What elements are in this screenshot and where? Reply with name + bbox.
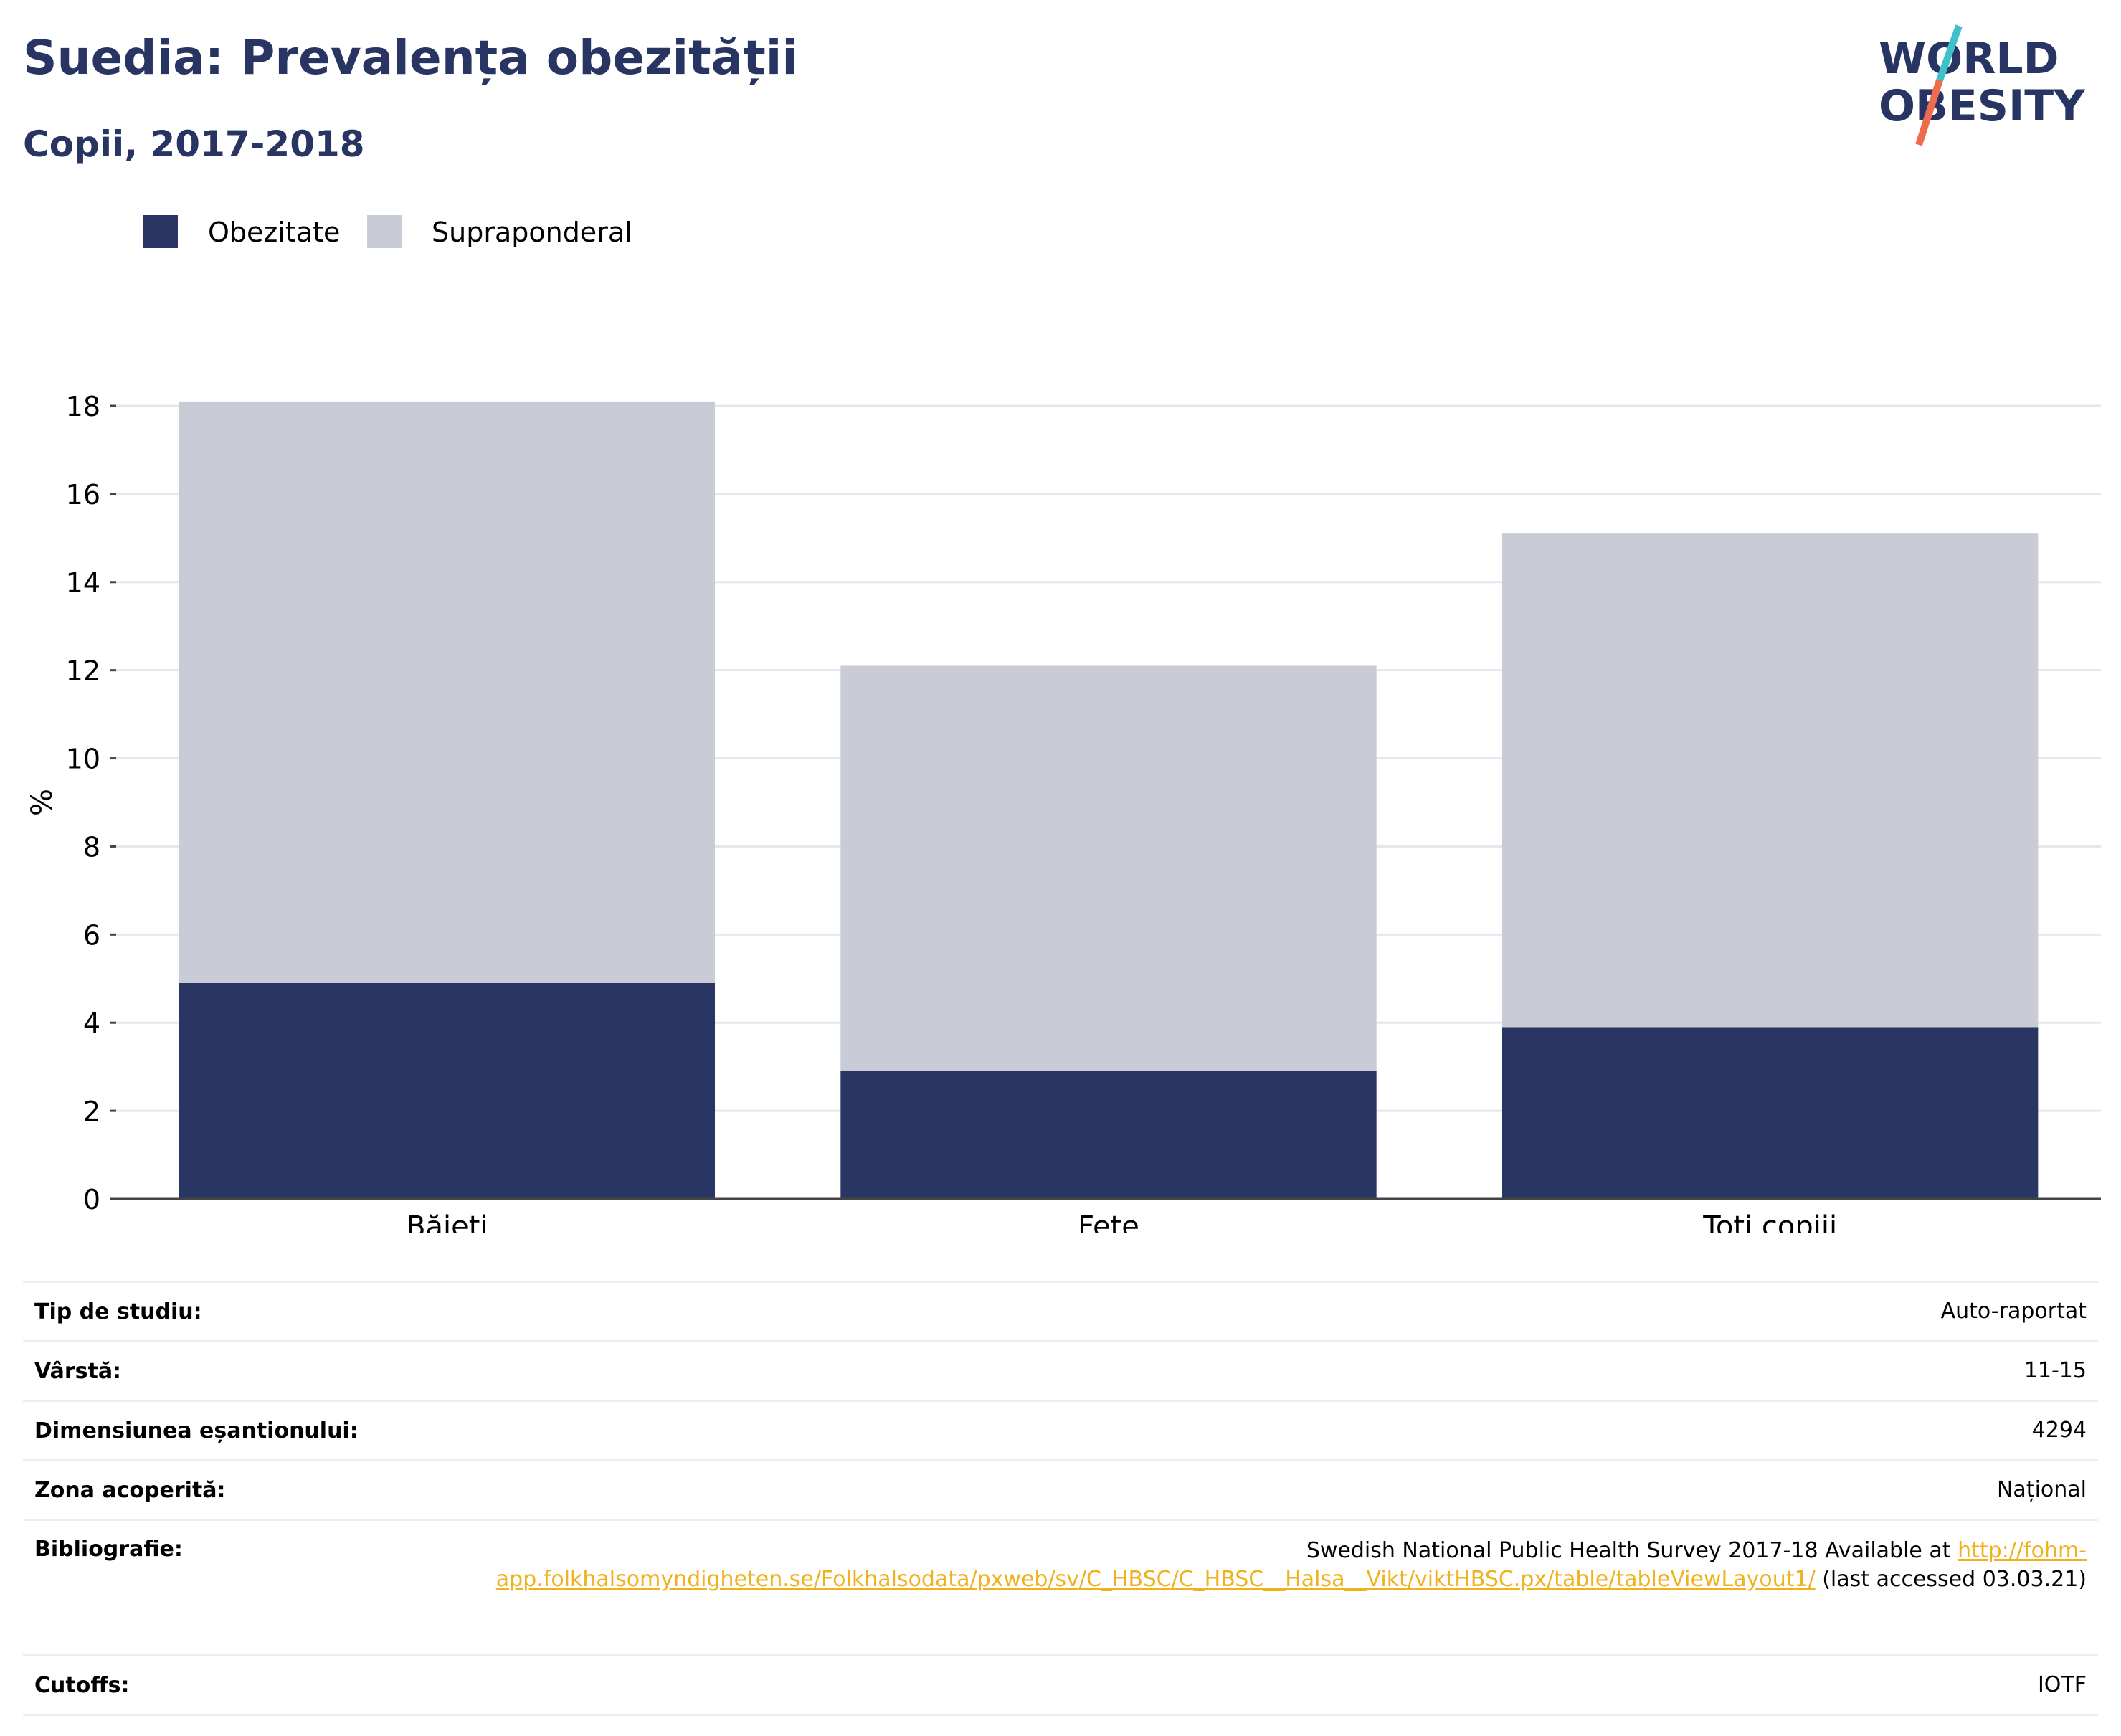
y-axis-label: % [26, 789, 59, 816]
y-tick-label: 16 [66, 479, 100, 511]
y-tick-label: 18 [66, 391, 100, 422]
bar-segment [179, 401, 716, 983]
y-tick-label: 6 [83, 919, 100, 951]
world-obesity-logo: WORLD OBESITY [1879, 24, 2086, 146]
legend-swatch [367, 215, 402, 248]
y-tick-label: 14 [66, 567, 100, 599]
x-tick-label: Băieți [406, 1210, 488, 1233]
info-label: Dimensiunea eșantionului: [34, 1418, 359, 1443]
info-row-sample-size: Dimensiunea eșantionului: 4294 [23, 1400, 2098, 1461]
bar-segment [179, 982, 716, 1199]
logo-text-obesity: OBESITY [1879, 81, 2086, 131]
chart-bars [179, 401, 2039, 1199]
x-tick-label: Fete [1078, 1210, 1139, 1233]
bibliography-link[interactable]: http://fohm-app.folkhalsomyndigheten.se/… [495, 1538, 2087, 1592]
info-value: Auto-raportat [1940, 1299, 2087, 1324]
x-axis-ticks: Băieți Fete Toți copiii [406, 1210, 1837, 1233]
logo-slash-top [1936, 24, 1963, 82]
info-value: Național [1996, 1477, 2087, 1502]
bar-segment [840, 665, 1377, 1071]
y-tick-label: 0 [83, 1184, 100, 1215]
info-label: Bibliografie: [34, 1537, 183, 1562]
info-value: IOTF [2037, 1672, 2087, 1697]
y-axis-ticks: 0 2 4 6 8 10 12 14 16 18 [66, 391, 116, 1215]
bibliography-accessed: (last accessed 03.03.21) [1815, 1567, 2087, 1592]
legend-label: Obezitate [208, 217, 340, 248]
info-value: 4294 [2031, 1418, 2087, 1443]
info-row-area: Zona acoperită: Național [23, 1460, 2098, 1520]
info-value: Swedish National Public Health Survey 20… [476, 1520, 2098, 1656]
bibliography-text: Swedish National Public Health Survey 20… [1306, 1538, 1958, 1563]
bar-segment [1501, 1027, 2039, 1199]
info-row-age: Vârstă: 11-15 [23, 1341, 2098, 1401]
bar-segment [840, 1071, 1377, 1199]
y-tick-label: 8 [83, 831, 100, 863]
page-title: Suedia: Prevalența obezității [23, 30, 799, 85]
y-tick-label: 10 [66, 744, 100, 775]
y-tick-label: 2 [83, 1096, 100, 1127]
info-label: Cutoffs: [34, 1672, 130, 1698]
y-tick-label: 4 [83, 1007, 100, 1039]
stacked-bar-chart: Obezitate Supraponderal 0 2 4 6 8 10 12 14 16 18 B… [26, 215, 2101, 1233]
chart-legend: Obezitate Supraponderal [143, 215, 632, 248]
logo-slash-bottom [1915, 79, 1943, 146]
legend-swatch [143, 215, 178, 248]
info-label: Vârstă: [34, 1358, 122, 1384]
x-tick-label: Toți copiii [1702, 1210, 1837, 1233]
info-row-cutoffs: Cutoffs: IOTF [23, 1655, 2098, 1715]
info-label: Tip de studiu: [34, 1299, 202, 1324]
info-label: Zona acoperită: [34, 1477, 226, 1503]
page-subtitle: Copii, 2017-2018 [23, 123, 365, 165]
logo-text-world: WORLD [1879, 34, 2059, 84]
info-row-bibliography: Bibliografie: Swedish National Public He… [23, 1519, 2098, 1656]
info-row-study-type: Tip de studiu: Auto-raportat [23, 1281, 2098, 1342]
study-info-table: Tip de studiu: Auto-raportat Vârstă: 11-… [23, 1281, 2098, 1716]
info-value: 11-15 [2023, 1358, 2087, 1383]
bar-segment [1501, 533, 2039, 1028]
legend-label: Supraponderal [432, 217, 632, 248]
y-tick-label: 12 [66, 655, 100, 687]
